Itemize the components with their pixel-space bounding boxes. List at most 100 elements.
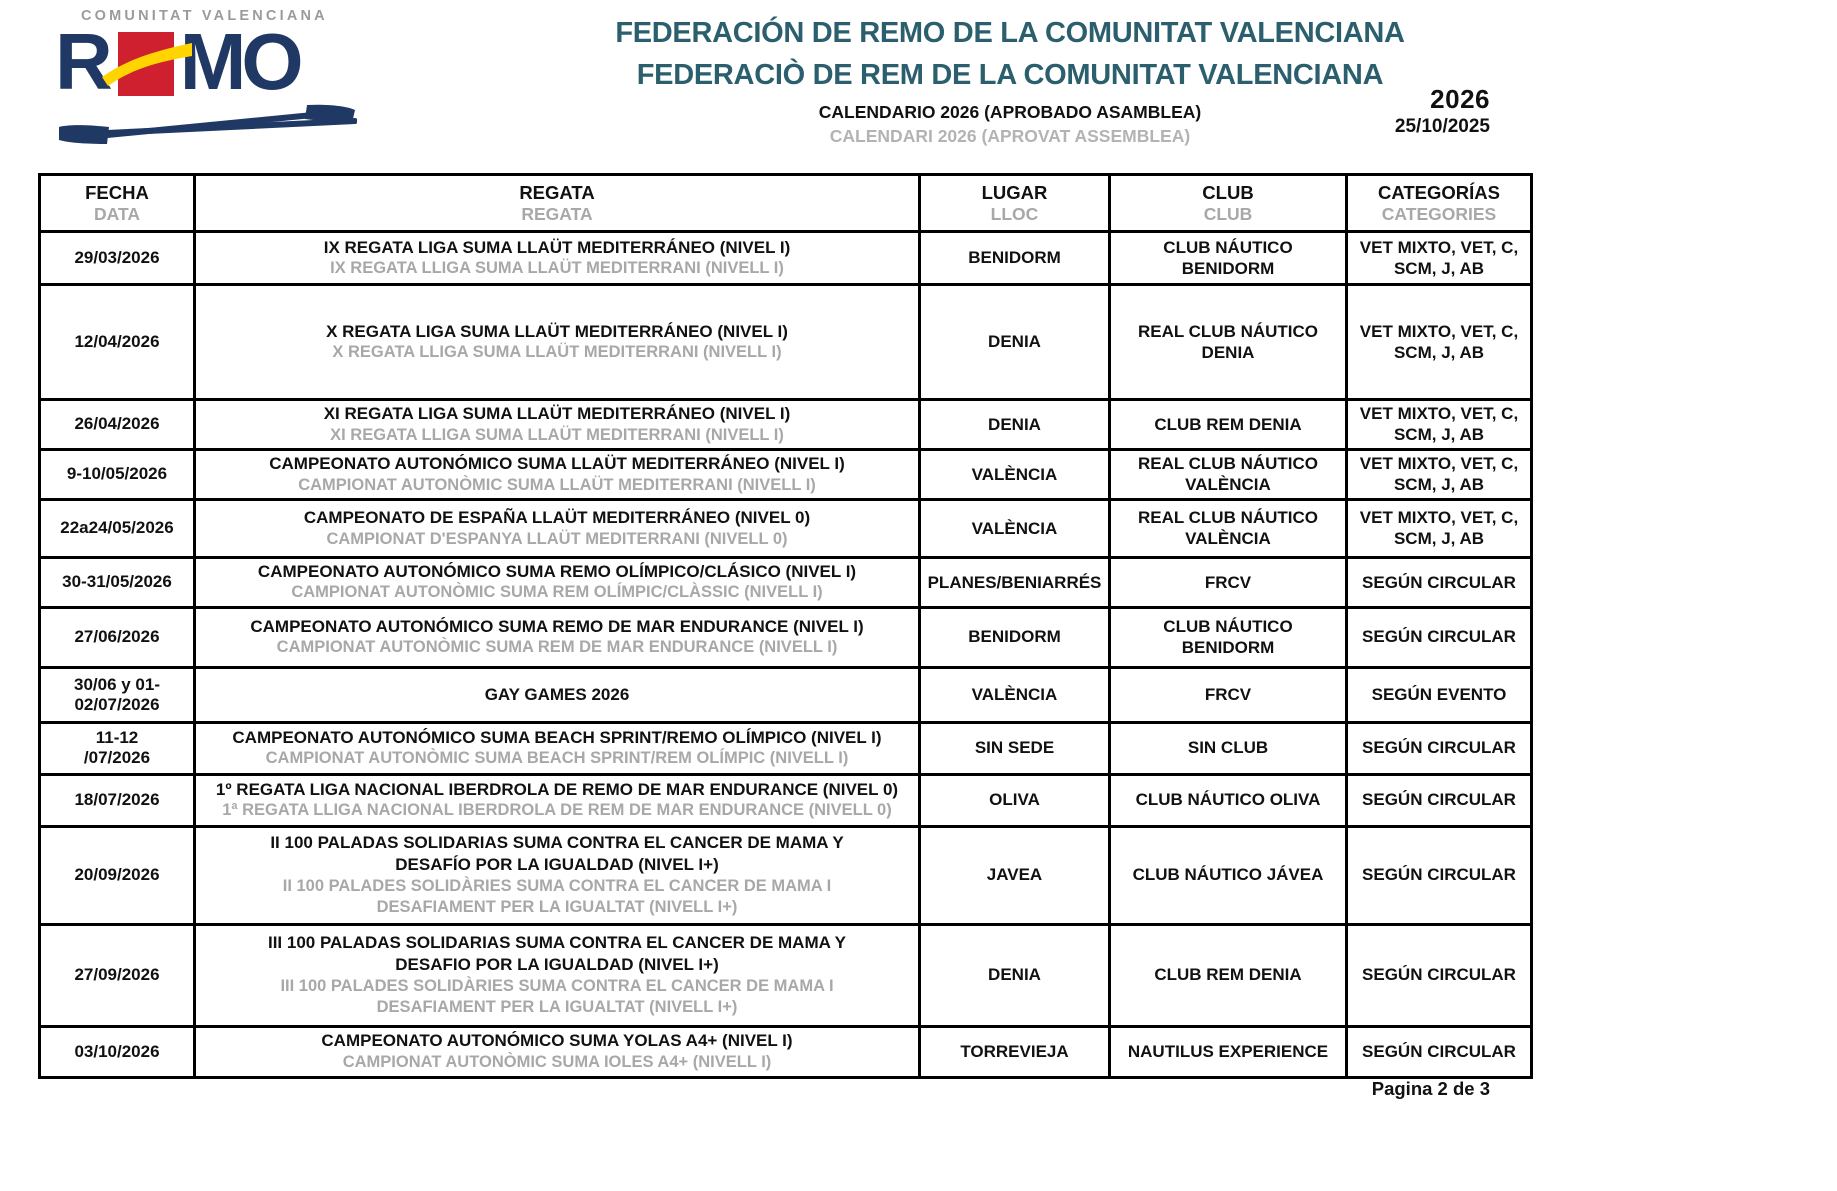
cell-club: SIN CLUB: [1108, 720, 1348, 776]
col-header-regata-es: REGATA: [519, 181, 595, 203]
cell-regata: CAMPEONATO AUTONÓMICO SUMA REMO OLÍMPICO…: [193, 555, 921, 609]
cell-club: CLUB REM DENIA: [1108, 922, 1348, 1028]
cell-fecha: 11-12 /07/2026: [38, 720, 196, 776]
cell-categorias: SEGÚN CIRCULAR: [1345, 1024, 1533, 1079]
cell-fecha: 26/04/2026: [38, 398, 196, 451]
cell-lugar: DENIA: [918, 398, 1111, 451]
logo-wordmark: R MO: [55, 22, 375, 102]
cell-regata: CAMPEONATO AUTONÓMICO SUMA REMO DE MAR E…: [193, 605, 921, 669]
regata-name-va: 1ª REGATA LLIGA NACIONAL IBERDROLA DE RE…: [222, 801, 892, 820]
cell-fecha: 18/07/2026: [38, 772, 196, 828]
cell-categorias: VET MIXTO, VET, C, SCM, J, AB: [1345, 398, 1533, 451]
cell-fecha: 27/06/2026: [38, 605, 196, 669]
col-header-regata: REGATA REGATA: [193, 173, 921, 233]
cell-categorias: SEGÚN CIRCULAR: [1345, 605, 1533, 669]
col-header-fecha-va: DATA: [93, 203, 140, 224]
cell-categorias: SEGÚN CIRCULAR: [1345, 772, 1533, 828]
table-row: 27/09/2026 III 100 PALADAS SOLIDARIAS SU…: [38, 922, 1533, 1028]
regata-name-es: CAMPEONATO AUTONÓMICO SUMA YOLAS A4+ (NI…: [321, 1031, 793, 1051]
title-spanish: FEDERACIÓN DE REMO DE LA COMUNITAT VALEN…: [615, 17, 1405, 49]
col-header-club-va: CLUB: [1203, 203, 1253, 224]
cell-fecha: 12/04/2026: [38, 283, 196, 401]
cell-categorias: SEGÚN CIRCULAR: [1345, 824, 1533, 926]
cell-categorias: SEGÚN CIRCULAR: [1345, 555, 1533, 609]
cell-lugar: BENIDORM: [918, 605, 1111, 669]
cell-lugar: OLIVA: [918, 772, 1111, 828]
cell-fecha: 27/09/2026: [38, 922, 196, 1028]
cell-lugar: BENIDORM: [918, 230, 1111, 286]
cell-lugar: VALÈNCIA: [918, 447, 1111, 501]
regata-name-es: II 100 PALADAS SOLIDARIAS SUMA CONTRA EL…: [270, 833, 844, 874]
col-header-lugar: LUGAR LLOC: [918, 173, 1111, 233]
table-row: 22a24/05/2026 CAMPEONATO DE ESPAÑA LLAÜT…: [38, 497, 1533, 559]
table-row: 30-31/05/2026 CAMPEONATO AUTONÓMICO SUMA…: [38, 555, 1533, 609]
table-row: 27/06/2026 CAMPEONATO AUTONÓMICO SUMA RE…: [38, 605, 1533, 669]
cell-fecha: 9-10/05/2026: [38, 447, 196, 501]
cell-fecha: 29/03/2026: [38, 230, 196, 286]
cell-lugar: PLANES/BENIARRÉS: [918, 555, 1111, 609]
cell-fecha: 30/06 y 01- 02/07/2026: [38, 665, 196, 724]
regata-name-es: IX REGATA LIGA SUMA LLAÜT MEDITERRÁNEO (…: [323, 237, 791, 257]
table-row: 11-12 /07/2026 CAMPEONATO AUTONÓMICO SUM…: [38, 720, 1533, 776]
cell-regata: XI REGATA LIGA SUMA LLAÜT MEDITERRÁNEO (…: [193, 398, 921, 451]
cell-regata: GAY GAMES 2026: [193, 665, 921, 724]
cell-regata: II 100 PALADAS SOLIDARIAS SUMA CONTRA EL…: [193, 824, 921, 926]
regata-name-va: CAMPIONAT AUTONÒMIC SUMA REM DE MAR ENDU…: [276, 638, 838, 657]
cell-categorias: SEGÚN EVENTO: [1345, 665, 1533, 724]
col-header-lugar-va: LLOC: [990, 203, 1039, 224]
cell-club: CLUB REM DENIA: [1108, 398, 1348, 451]
cell-club: CLUB NÁUTICO JÁVEA: [1108, 824, 1348, 926]
table-body: 29/03/2026 IX REGATA LIGA SUMA LLAÜT MED…: [38, 230, 1533, 1079]
cell-categorias: VET MIXTO, VET, C, SCM, J, AB: [1345, 497, 1533, 559]
cell-club: REAL CLUB NÁUTICO VALÈNCIA: [1108, 447, 1348, 501]
cell-lugar: TORREVIEJA: [918, 1024, 1111, 1079]
cell-club: CLUB NÁUTICO BENIDORM: [1108, 230, 1348, 286]
table-row: 03/10/2026 CAMPEONATO AUTONÓMICO SUMA YO…: [38, 1024, 1533, 1079]
regata-name-es: CAMPEONATO AUTONÓMICO SUMA REMO DE MAR E…: [250, 616, 864, 636]
federation-logo: COMUNITAT VALENCIANA R MO: [55, 8, 375, 153]
regata-name-es: III 100 PALADAS SOLIDARIAS SUMA CONTRA E…: [267, 933, 847, 974]
cell-categorias: SEGÚN CIRCULAR: [1345, 922, 1533, 1028]
regata-name-es: CAMPEONATO AUTONÓMICO SUMA REMO OLÍMPICO…: [257, 561, 857, 581]
col-header-lugar-es: LUGAR: [981, 181, 1048, 203]
cell-categorias: VET MIXTO, VET, C, SCM, J, AB: [1345, 283, 1533, 401]
cell-fecha: 22a24/05/2026: [38, 497, 196, 559]
cell-regata: X REGATA LIGA SUMA LLAÜT MEDITERRÁNEO (N…: [193, 283, 921, 401]
cell-lugar: VALÈNCIA: [918, 497, 1111, 559]
header-row: FECHA DATA REGATA REGATA LUGAR LLOC CLUB…: [38, 173, 1533, 233]
regata-name-es: 1º REGATA LIGA NACIONAL IBERDROLA DE REM…: [215, 779, 899, 799]
regata-name-es: CAMPEONATO DE ESPAÑA LLAÜT MEDITERRÁNEO …: [303, 507, 811, 527]
table-row: 20/09/2026 II 100 PALADAS SOLIDARIAS SUM…: [38, 824, 1533, 926]
cell-club: CLUB NÁUTICO OLIVA: [1108, 772, 1348, 828]
table-row: 18/07/2026 1º REGATA LIGA NACIONAL IBERD…: [38, 772, 1533, 828]
cell-lugar: VALÈNCIA: [918, 665, 1111, 724]
regata-name-va: CAMPIONAT D'ESPANYA LLAÜT MEDITERRANI (N…: [326, 529, 788, 548]
cell-regata: CAMPEONATO AUTONÓMICO SUMA BEACH SPRINT/…: [193, 720, 921, 776]
cell-categorias: VET MIXTO, VET, C, SCM, J, AB: [1345, 230, 1533, 286]
cell-regata: CAMPEONATO DE ESPAÑA LLAÜT MEDITERRÁNEO …: [193, 497, 921, 559]
regata-name-es: XI REGATA LIGA SUMA LLAÜT MEDITERRÁNEO (…: [323, 404, 791, 423]
cell-regata: CAMPEONATO AUTONÓMICO SUMA LLAÜT MEDITER…: [193, 447, 921, 501]
table-row: 30/06 y 01- 02/07/2026 GAY GAMES 2026 VA…: [38, 665, 1533, 724]
regata-name-va: CAMPIONAT AUTONÒMIC SUMA BEACH SPRINT/RE…: [265, 749, 849, 768]
subtitle-spanish: CALENDARIO 2026 (APROBADO ASAMBLEA): [818, 102, 1202, 122]
col-header-regata-va: REGATA: [521, 203, 593, 224]
col-header-fecha: FECHA DATA: [38, 173, 196, 233]
subtitle-valencian: CALENDARI 2026 (APROVAT ASSEMBLEA): [829, 126, 1191, 146]
cell-club: FRCV: [1108, 665, 1348, 724]
cell-lugar: JAVEA: [918, 824, 1111, 926]
col-header-categorias-va: CATEGORIES: [1381, 203, 1497, 224]
regata-name-va: CAMPIONAT AUTONÒMIC SUMA LLAÜT MEDITERRA…: [298, 475, 816, 494]
regata-name-va: CAMPIONAT AUTONÒMIC SUMA REM OLÍMPIC/CLÀ…: [291, 583, 823, 602]
col-header-categorias-es: CATEGORÍAS: [1378, 181, 1500, 203]
calendar-table: FECHA DATA REGATA REGATA LUGAR LLOC CLUB…: [38, 173, 1533, 1079]
regata-name-va: II 100 PALADES SOLIDÀRIES SUMA CONTRA EL…: [282, 876, 832, 916]
regata-name-va: III 100 PALADES SOLIDÀRIES SUMA CONTRA E…: [280, 976, 834, 1016]
col-header-categorias: CATEGORÍAS CATEGORIES: [1345, 173, 1533, 233]
table-header: FECHA DATA REGATA REGATA LUGAR LLOC CLUB…: [38, 173, 1533, 233]
cell-regata: 1º REGATA LIGA NACIONAL IBERDROLA DE REM…: [193, 772, 921, 828]
regata-name-es: GAY GAMES 2026: [484, 684, 630, 704]
col-header-club-es: CLUB: [1202, 181, 1254, 203]
red-square-yellow-swoosh-icon: [101, 32, 192, 96]
cell-categorias: SEGÚN CIRCULAR: [1345, 720, 1533, 776]
